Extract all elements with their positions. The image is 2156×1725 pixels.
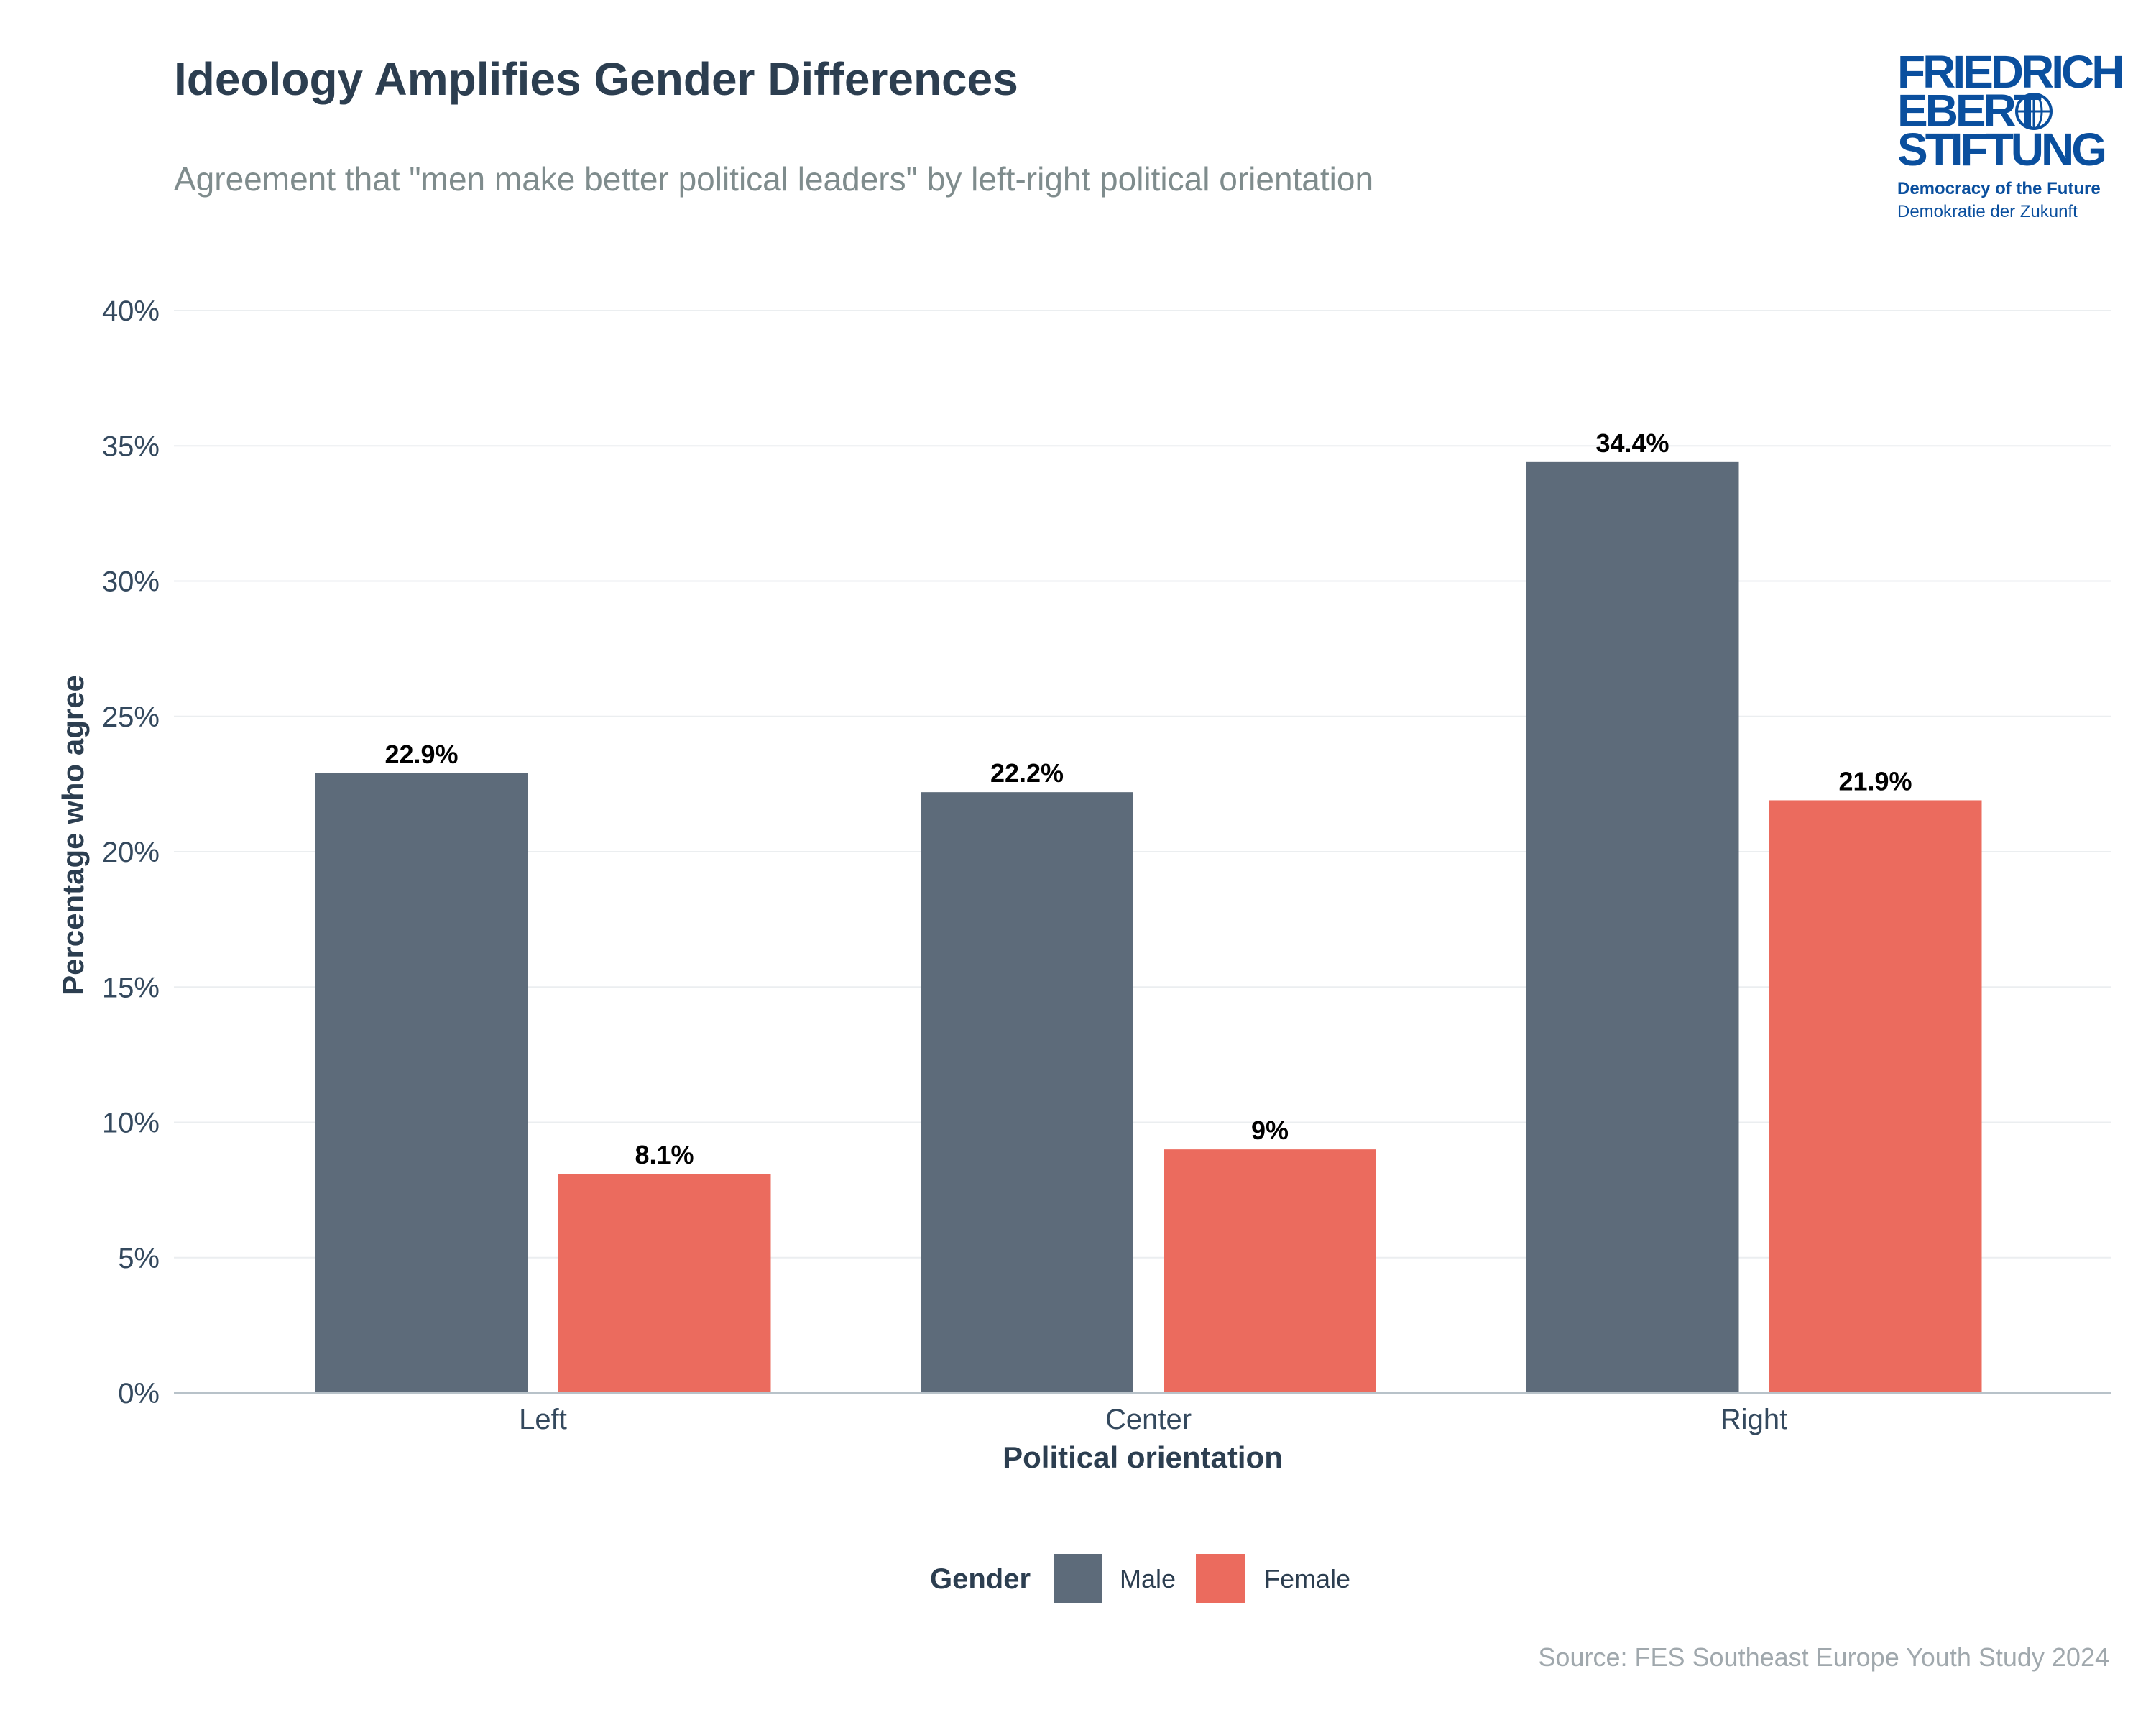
data-label-female-right: 21.9%	[1838, 766, 1912, 796]
legend-swatch-male	[1054, 1554, 1102, 1603]
fes-logo: FRIEDRICH EBERT STIFTUNG Democracy of th…	[1897, 46, 2124, 221]
y-axis-ticks: 0% 5% 10% 15% 20% 25% 30% 35% 40%	[102, 295, 160, 1409]
legend-label-male: Male	[1120, 1564, 1176, 1593]
data-labels: 22.9% 8.1% 22.2% 9% 34.4% 21.9%	[384, 428, 1912, 1169]
logo-tagline-2: Demokratie der Zukunft	[1897, 202, 2078, 221]
data-label-male-left: 22.9%	[384, 740, 458, 769]
chart-title: Ideology Amplifies Gender Differences	[174, 53, 1018, 105]
data-label-female-left: 8.1%	[635, 1140, 694, 1169]
bar-female-left	[558, 1174, 771, 1393]
chart-subtitle: Agreement that "men make better politica…	[174, 160, 1373, 198]
x-axis-title: Political orientation	[1003, 1440, 1283, 1474]
legend-label-female: Female	[1264, 1564, 1350, 1593]
y-tick-label: 5%	[118, 1243, 160, 1274]
legend: Gender Male Female	[930, 1554, 1350, 1603]
bar-female-right	[1769, 800, 1982, 1393]
y-tick-label: 30%	[102, 566, 160, 598]
y-tick-label: 25%	[102, 702, 160, 733]
y-tick-label: 0%	[118, 1378, 160, 1409]
y-tick-label: 10%	[102, 1108, 160, 1139]
data-label-male-right: 34.4%	[1595, 428, 1669, 458]
x-tick-label-right: Right	[1720, 1404, 1787, 1435]
legend-swatch-female	[1196, 1554, 1245, 1603]
globe-icon	[2015, 93, 2053, 130]
bar-male-center	[921, 792, 1133, 1393]
bar-male-left	[315, 773, 528, 1393]
bars	[315, 461, 1982, 1393]
y-axis-title: Percentage who agree	[56, 675, 90, 995]
y-tick-label: 20%	[102, 837, 160, 868]
y-tick-label: 15%	[102, 972, 160, 1003]
data-label-female-center: 9%	[1251, 1116, 1289, 1145]
data-label-male-center: 22.2%	[990, 758, 1064, 788]
x-axis-ticks: Left Center Right	[519, 1404, 1787, 1435]
legend-title: Gender	[930, 1563, 1031, 1595]
bar-male-right	[1526, 461, 1739, 1393]
logo-line-1: FRIEDRICH	[1897, 46, 2122, 98]
x-tick-label-left: Left	[519, 1404, 567, 1435]
logo-line-3: STIFTUNG	[1897, 124, 2104, 175]
y-tick-label: 40%	[102, 295, 160, 327]
logo-tagline-1: Democracy of the Future	[1897, 179, 2101, 198]
x-tick-label-center: Center	[1105, 1404, 1192, 1435]
y-tick-label: 35%	[102, 431, 160, 462]
source-note: Source: FES Southeast Europe Youth Study…	[1538, 1642, 2109, 1672]
bar-female-center	[1164, 1149, 1376, 1393]
